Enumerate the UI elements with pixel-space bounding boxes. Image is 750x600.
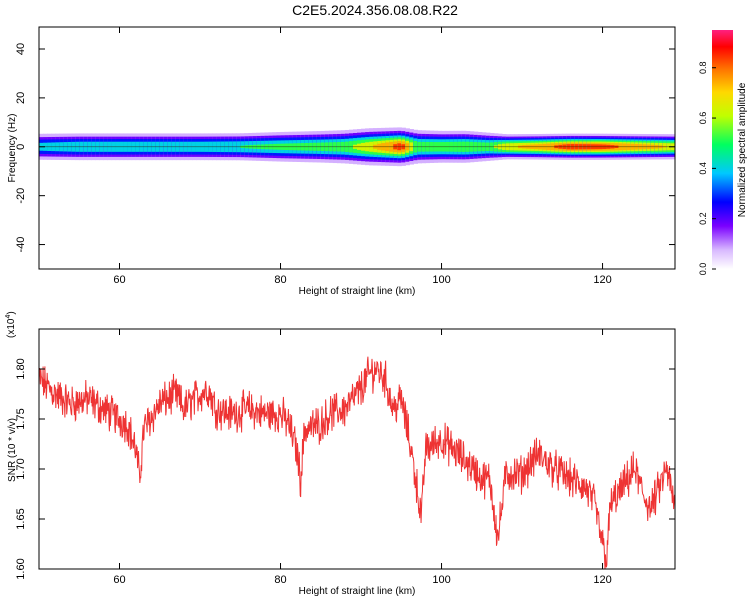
colorbar-ticks: 0.0 0.2 0.4 0.6 0.8	[698, 61, 716, 275]
snr-y-tick-label: 1.65	[15, 508, 27, 529]
spectrogram-y-tick-label: 0	[15, 144, 27, 150]
snr-y-ticks: 1.80 1.75 1.70 1.65 1.60	[15, 358, 675, 580]
snr-y-tick-label: 1.70	[15, 458, 27, 479]
colorbar-gradient	[712, 30, 733, 269]
snr-x-ticks: 60 80 100 120	[113, 329, 612, 586]
spectrogram-x-tick-label: 80	[274, 274, 286, 286]
colorbar: 0.0 0.2 0.4 0.6 0.8 Normalized spectral ampl…	[698, 30, 748, 275]
snr-panel: 60 80 100 120 1.80 1.75 1.70 1.65 1.60 Height o…	[5, 311, 676, 597]
spectrogram-y-tick-label: 20	[15, 92, 27, 104]
colorbar-tick-label: 0.6	[698, 112, 708, 125]
snr-frame	[38, 328, 676, 570]
colorbar-tick-label: 0.0	[698, 263, 708, 276]
spectrogram-frame	[38, 26, 676, 270]
snr-y-tick-label: 1.80	[15, 358, 27, 379]
spectrogram-x-tick-label: 100	[432, 274, 450, 286]
colorbar-tick-label: 0.2	[698, 212, 708, 225]
colorbar-tick-label: 0.8	[698, 61, 708, 74]
spectrogram-x-tick-label: 60	[113, 274, 125, 286]
snr-x-tick-label: 100	[432, 574, 450, 586]
snr-x-tick-label: 120	[593, 574, 611, 586]
snr-plot-area	[39, 329, 675, 569]
spectrogram-y-tick-label: 40	[15, 43, 27, 55]
spectrogram-panel: 60 80 100 120 40 20 0 -20 -40 Height of straigh…	[7, 26, 676, 297]
snr-x-axis-label: Height of straight line (km)	[299, 586, 416, 597]
snr-y-tick-label: 1.60	[15, 558, 27, 579]
snr-x-tick-label: 80	[274, 574, 286, 586]
spectrogram-y-axis-label: Frequency (Hz)	[7, 114, 18, 183]
snr-y-axis-label: SNR (10 * v/v)	[7, 418, 18, 482]
spectrogram-x-axis-label: Height of straight line (km)	[299, 286, 416, 297]
colorbar-label: Normalized spectral amplitude	[737, 82, 748, 217]
spectrogram-y-tick-label: -20	[15, 188, 27, 204]
spectrogram-x-tick-label: 120	[593, 274, 611, 286]
snr-y-tick-label: 1.75	[15, 408, 27, 429]
spectrogram-y-ticks: 40 20 0 -20 -40	[15, 43, 675, 253]
snr-x-tick-label: 60	[113, 574, 125, 586]
spectrogram-heatmap	[39, 127, 675, 167]
spectrogram-y-tick-label: -40	[15, 237, 27, 253]
spectrogram-x-ticks: 60 80 100 120	[113, 27, 612, 286]
snr-series-line	[39, 356, 675, 569]
snr-scale-base: (x104)	[5, 311, 17, 338]
snr-scale-factor: (x104)	[5, 311, 17, 338]
figure-title: C2E5.2024.356.08.08.R22	[292, 2, 458, 18]
colorbar-tick-label: 0.4	[698, 162, 708, 175]
